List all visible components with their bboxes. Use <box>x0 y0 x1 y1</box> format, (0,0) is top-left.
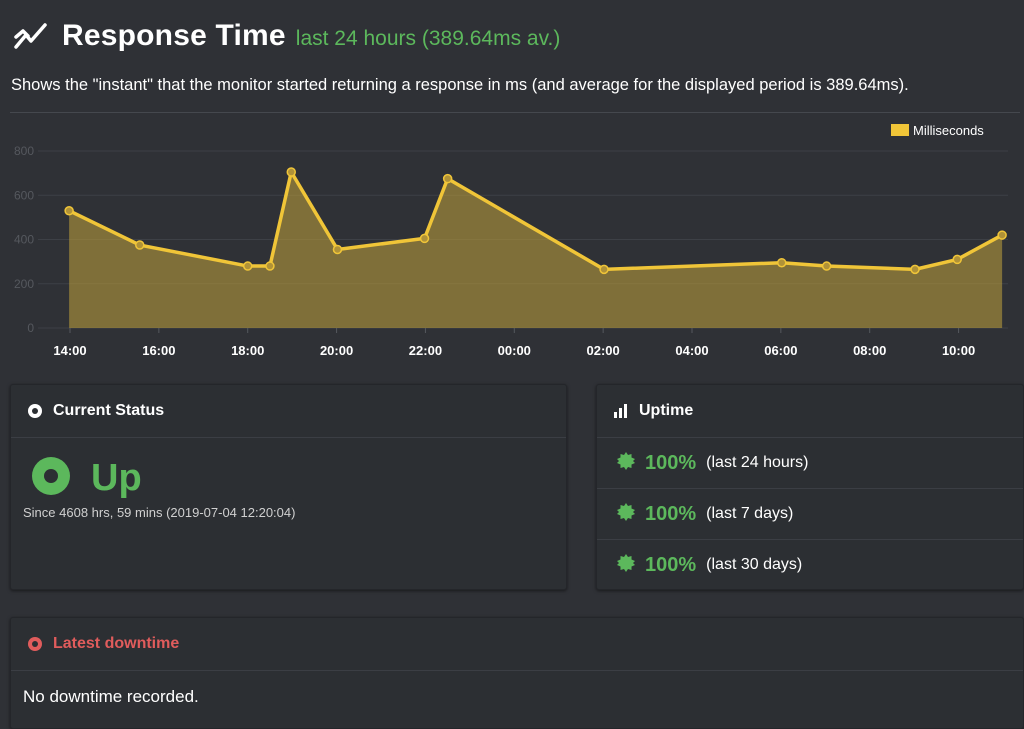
line-chart-icon <box>14 21 48 51</box>
data-point <box>910 264 920 275</box>
latest-downtime-header: Latest downtime <box>11 618 1023 671</box>
uptime-panel: Uptime 100% (last 24 hours) 100% (last 7… <box>596 384 1024 590</box>
y-tick-label: 600 <box>14 188 34 202</box>
x-tick-label: 08:00 <box>853 343 886 358</box>
uptime-period: (last 30 days) <box>706 556 803 573</box>
divider <box>10 112 1020 113</box>
x-tick-label: 02:00 <box>587 343 620 358</box>
data-point <box>265 261 275 271</box>
data-point <box>286 167 297 177</box>
uptime-item-7d: 100% (last 7 days) <box>597 489 1023 540</box>
uptime-percent: 100% <box>645 502 697 525</box>
uptime-percent: 100% <box>645 451 697 474</box>
uptime-period: (last 24 hours) <box>706 454 809 471</box>
legend-label: Milliseconds <box>913 123 984 138</box>
data-point <box>64 205 74 216</box>
current-status-title: Current Status <box>53 402 165 419</box>
alert-circle-icon <box>27 636 43 652</box>
data-point <box>135 240 145 250</box>
current-status-panel: Current Status Up Since 4608 hrs, 59 min… <box>10 384 567 590</box>
data-point <box>997 230 1007 240</box>
status-up-icon <box>31 456 71 501</box>
badge-check-icon <box>617 502 635 526</box>
uptime-header: Uptime <box>597 385 1023 438</box>
page-title: Response Time <box>62 19 286 52</box>
data-point <box>242 261 253 271</box>
data-point <box>419 233 430 244</box>
data-point <box>332 244 343 255</box>
x-tick-label: 10:00 <box>942 343 975 358</box>
x-tick-label: 04:00 <box>675 343 708 358</box>
uptime-period: (last 7 days) <box>706 505 794 522</box>
chart-svg: 0 200 400 600 800 14:00 16:00 18:00 20:00 22:00 00… <box>14 123 1008 358</box>
x-tick-label: 22:00 <box>409 343 442 358</box>
status-since: Since 4608 hrs, 59 mins (2019-07-04 12:2… <box>23 505 296 520</box>
uptime-item-30d: 100% (last 30 days) <box>597 540 1023 590</box>
downtime-message: No downtime recorded. <box>23 687 199 706</box>
data-point <box>599 264 609 275</box>
x-tick-label: 14:00 <box>53 343 86 358</box>
chart-description: Shows the "instant" that the monitor sta… <box>11 76 909 94</box>
page-header: Response Time last 24 hours (389.64ms av… <box>14 14 560 58</box>
latest-downtime-title: Latest downtime <box>53 635 180 652</box>
status-state: Up <box>91 457 142 499</box>
bar-chart-icon <box>613 404 629 418</box>
data-point <box>821 261 832 271</box>
y-tick-label: 800 <box>14 144 34 158</box>
uptime-list: 100% (last 24 hours) 100% (last 7 days) … <box>597 438 1023 590</box>
status-row: Up <box>11 456 566 501</box>
badge-check-icon <box>617 451 635 475</box>
y-tick-label: 0 <box>27 321 34 335</box>
data-point <box>442 173 453 184</box>
x-tick-label: 20:00 <box>320 343 353 358</box>
uptime-title: Uptime <box>639 402 694 419</box>
badge-check-icon <box>617 553 635 577</box>
current-status-header: Current Status <box>11 385 566 438</box>
y-tick-label: 200 <box>14 277 34 291</box>
legend-swatch <box>891 124 909 136</box>
data-point <box>952 254 962 265</box>
series-area <box>69 172 1003 328</box>
x-tick-label: 16:00 <box>142 343 175 358</box>
y-tick-label: 400 <box>14 233 34 247</box>
x-tick-label: 00:00 <box>498 343 531 358</box>
response-time-chart: 0 200 400 600 800 14:00 16:00 18:00 20:00 22:00 00… <box>0 113 1024 368</box>
latest-downtime-panel: Latest downtime No downtime recorded. <box>10 617 1024 729</box>
page-subtitle: last 24 hours (389.64ms av.) <box>295 27 561 50</box>
x-tick-label: 18:00 <box>231 343 264 358</box>
radio-icon <box>27 403 43 419</box>
uptime-percent: 100% <box>645 553 697 576</box>
data-point <box>776 257 787 268</box>
x-tick-label: 06:00 <box>764 343 797 358</box>
uptime-item-24h: 100% (last 24 hours) <box>597 438 1023 489</box>
